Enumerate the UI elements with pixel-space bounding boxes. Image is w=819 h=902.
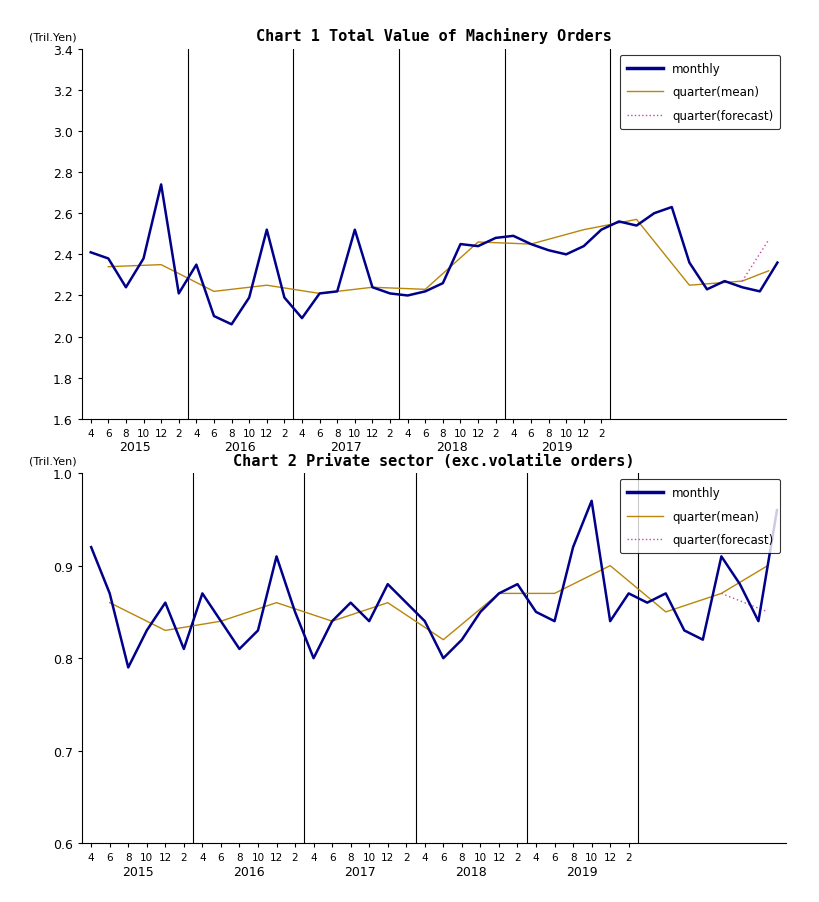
Title: Chart 1 Total Value of Machinery Orders: Chart 1 Total Value of Machinery Orders: [256, 28, 612, 44]
Text: 2019: 2019: [541, 441, 573, 454]
Text: 2016: 2016: [233, 865, 265, 878]
Text: 2015: 2015: [119, 441, 151, 454]
Text: 2018: 2018: [455, 865, 487, 878]
Text: 2017: 2017: [330, 441, 362, 454]
Text: (Tril.Yen): (Tril.Yen): [29, 32, 77, 42]
Title: Chart 2 Private sector (exc.volatile orders): Chart 2 Private sector (exc.volatile ord…: [233, 453, 635, 468]
Text: 2018: 2018: [436, 441, 468, 454]
Legend: monthly, quarter(mean), quarter(forecast): monthly, quarter(mean), quarter(forecast…: [620, 56, 781, 130]
Text: 2015: 2015: [122, 865, 153, 878]
Legend: monthly, quarter(mean), quarter(forecast): monthly, quarter(mean), quarter(forecast…: [620, 480, 781, 554]
Text: (Tril.Yen): (Tril.Yen): [29, 456, 77, 466]
Text: 2016: 2016: [224, 441, 256, 454]
Text: 2019: 2019: [567, 865, 598, 878]
Text: 2017: 2017: [344, 865, 376, 878]
